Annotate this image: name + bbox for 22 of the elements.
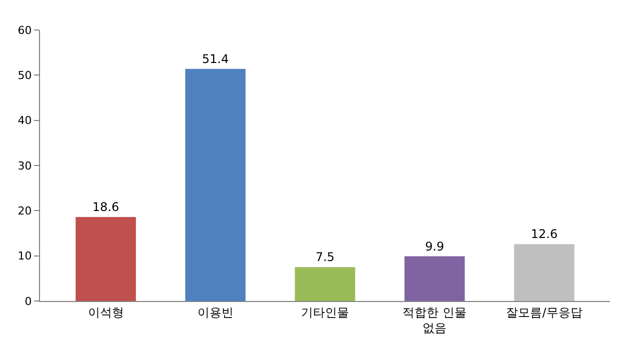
- data-label: 12.6: [530, 227, 558, 242]
- x-tick-label: 잘모름/무응답: [506, 305, 582, 320]
- y-tick-label: 30: [18, 159, 32, 172]
- data-label: 7.5: [315, 250, 335, 264]
- data-label: 9.9: [425, 239, 444, 254]
- bar: [294, 267, 356, 301]
- data-label: 18.6: [92, 200, 120, 214]
- bar: [185, 68, 246, 301]
- x-tick-label: 적합한 인물 없음: [402, 305, 467, 335]
- y-tick-label: 20: [18, 204, 32, 218]
- x-tick-label: 이석형: [88, 305, 124, 320]
- y-tick-label: 40: [18, 114, 32, 128]
- y-tick-label: 10: [18, 250, 32, 263]
- bar: [404, 256, 465, 301]
- y-tick-label: 0: [24, 294, 32, 308]
- y-tick-label: 50: [18, 69, 32, 82]
- y-tick-label: 60: [18, 24, 32, 37]
- x-tick-label: 이용빈: [197, 305, 234, 320]
- bar: [76, 216, 136, 301]
- data-label: 51.4: [202, 52, 229, 66]
- bar: [514, 244, 574, 301]
- x-tick-label: 기타인물: [301, 305, 349, 320]
